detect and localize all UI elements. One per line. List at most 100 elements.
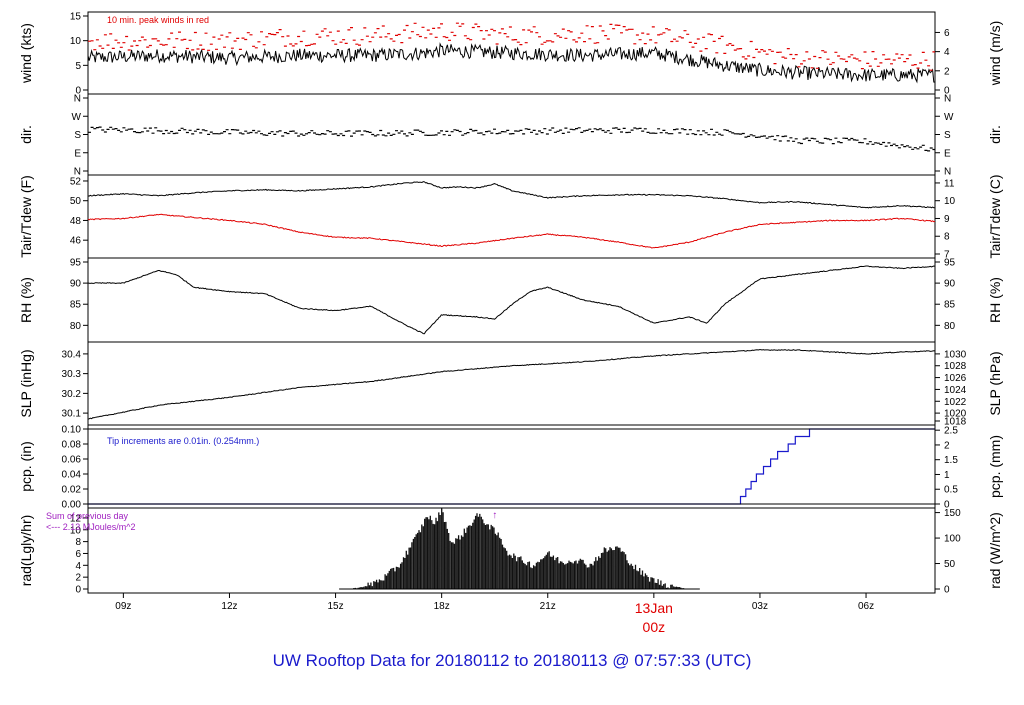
time-tick-label: 21z	[540, 601, 556, 612]
time-tick-label: 15z	[327, 601, 343, 612]
right-axis-label-slp: SLP (hPa)	[987, 351, 1003, 415]
left-tick-label: 30.3	[62, 369, 82, 380]
radiation-peak-marker: ↑	[492, 510, 497, 521]
right-tick-label: 95	[944, 258, 956, 269]
right-tick-label: 2	[944, 440, 950, 451]
right-axis-label-wind: wind (m/s)	[987, 21, 1003, 87]
chart-title: UW Rooftop Data for 20180112 to 20180113…	[273, 651, 752, 670]
right-tick-label: 1020	[944, 409, 967, 420]
right-axis-label-pcp: pcp. (mm)	[987, 435, 1003, 498]
right-tick-label: 100	[944, 534, 961, 545]
series-wind-direction	[88, 126, 935, 152]
left-tick-label: 15	[70, 12, 82, 23]
right-tick-label: N	[944, 94, 951, 105]
panel-wind: 0 5 10 15 0 2 4 6 wind (kts) wind (m/s) 10 min. pe…	[18, 11, 1003, 97]
series-solar-radiation	[350, 508, 688, 589]
plot-area-rh	[88, 265, 935, 335]
left-tick-label: 2	[75, 573, 81, 584]
panel-pcp: 0.00 0.02 0.04 0.06 0.08 0.10 0 0.5 1 1.5 2 2.5 pcp.…	[18, 424, 1003, 511]
right-tick-label: 9	[944, 214, 950, 225]
left-tick-label: 0.04	[62, 470, 82, 481]
panel-frame-rh	[87, 257, 936, 343]
left-tick-label: 0.08	[62, 440, 82, 451]
left-tick-label: 0.00	[62, 500, 82, 511]
plot-area-dir	[88, 126, 935, 152]
right-tick-label: N	[944, 167, 951, 178]
plot-area-pcp	[88, 428, 935, 505]
left-tick-label: 30.4	[62, 349, 82, 360]
panel-frame-rad	[87, 507, 936, 594]
right-tick-label: 0	[944, 500, 950, 511]
right-axis-label-rad: rad (W/m^2)	[987, 512, 1003, 589]
right-tick-label: 2.5	[944, 426, 958, 437]
right-tick-label: 80	[944, 321, 956, 332]
right-tick-label: 1018	[944, 417, 967, 428]
series-10-min-peak-winds	[88, 22, 935, 71]
left-tick-label: 5	[75, 61, 81, 72]
right-tick-label: 0.5	[944, 485, 958, 496]
right-tick-label: 1028	[944, 361, 967, 372]
left-tick-label: 30.2	[62, 389, 82, 400]
series-wind-speed	[88, 42, 935, 84]
left-tick-label: N	[74, 167, 81, 178]
right-tick-label: 1022	[944, 397, 967, 408]
right-tick-label: 8	[944, 232, 950, 243]
left-tick-label: 0.06	[62, 455, 82, 466]
right-tick-label: 2	[944, 66, 950, 77]
right-tick-label: 6	[944, 28, 950, 39]
right-axis-label-rh: RH (%)	[987, 277, 1003, 323]
plot-area-temp	[88, 181, 935, 249]
time-tick-label: 12z	[221, 601, 237, 612]
left-tick-label: 12	[70, 513, 82, 524]
panel-temp: 46 48 50 52 7 8 9 10 11 Tair/Tdew (F) Tair/Tdew (C…	[18, 174, 1003, 260]
right-axis-label-temp: Tair/Tdew (C)	[987, 174, 1003, 258]
plot-area-rad	[339, 508, 700, 590]
left-tick-label: N	[74, 94, 81, 105]
radiation-sum-note: Sum of previous day	[46, 511, 129, 521]
right-tick-label: 85	[944, 300, 956, 311]
left-tick-label: 8	[75, 537, 81, 548]
right-tick-label: 50	[944, 559, 956, 570]
right-tick-label: E	[944, 148, 951, 159]
left-tick-label: 10	[70, 36, 82, 47]
series-tdew	[88, 213, 935, 249]
panel-slp: 30.1 30.2 30.3 30.4 101810201022102410261028…	[18, 341, 1003, 428]
right-tick-label: 4	[944, 47, 950, 58]
left-tick-label: 95	[70, 258, 82, 269]
series-tair	[88, 181, 935, 209]
right-tick-label: 0	[944, 585, 950, 596]
right-tick-label: 11	[944, 178, 955, 189]
panel-rh: 80 85 90 95 80 85 90 95 RH (%) RH (%)	[18, 257, 1003, 343]
right-tick-label: 0	[944, 86, 950, 97]
left-tick-label: 80	[70, 321, 82, 332]
left-tick-label: 46	[70, 236, 82, 247]
left-axis-label-dir: dir.	[18, 125, 34, 144]
left-axis-label-rh: RH (%)	[18, 277, 34, 323]
left-axis-label-wind: wind (kts)	[18, 23, 34, 84]
left-tick-label: 85	[70, 300, 82, 311]
left-axis-label-temp: Tair/Tdew (F)	[18, 175, 34, 257]
right-tick-label: 1026	[944, 373, 967, 384]
right-tick-label: 150	[944, 508, 961, 519]
left-tick-label: 6	[75, 549, 81, 560]
series-sea-level-pressure	[88, 349, 935, 420]
left-axis-label-rad: rad(Lgly/hr)	[18, 515, 34, 587]
right-tick-label: 1.5	[944, 455, 958, 466]
left-tick-label: S	[74, 130, 81, 141]
right-axis-label-dir: dir.	[987, 125, 1003, 144]
left-axis-label-slp: SLP (inHg)	[18, 349, 34, 417]
right-tick-label: 90	[944, 279, 956, 290]
left-tick-label: 90	[70, 279, 82, 290]
time-tick-label: 03z	[752, 601, 768, 612]
radiation-sum-value: <--- 2.13 MJoules/m^2	[46, 522, 136, 532]
left-tick-label: E	[74, 148, 81, 159]
right-tick-label: 7	[944, 250, 950, 261]
left-tick-label: 0.02	[62, 485, 82, 496]
right-tick-label: 1030	[944, 349, 967, 360]
panel-frame-temp	[87, 174, 936, 259]
left-axis-label-pcp: pcp. (in)	[18, 441, 34, 492]
time-tick-label: 18z	[434, 601, 450, 612]
